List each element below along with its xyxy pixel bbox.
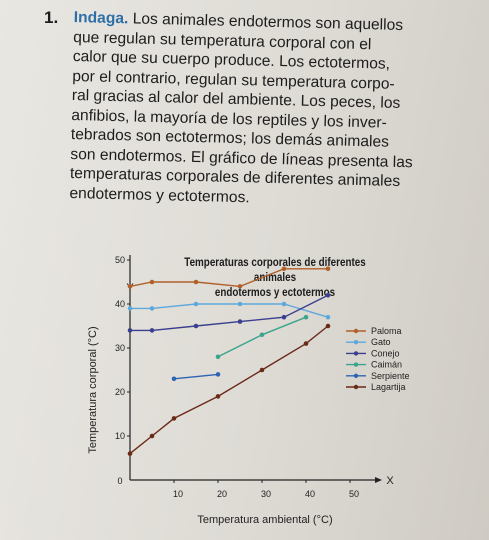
- legend-marker: [353, 340, 359, 345]
- chart-title-line-2: endotermos y ectotermos: [214, 285, 336, 299]
- legend-marker: [353, 351, 359, 356]
- series-line-gato: [130, 303, 329, 318]
- data-point-caimán: [259, 332, 265, 338]
- y-tick-label: 20: [115, 387, 125, 397]
- line-chart: Temperaturas corporales de diferentes an…: [80, 255, 440, 535]
- x-tick-label: 10: [173, 489, 183, 499]
- data-point-gato: [193, 301, 199, 307]
- data-point-lagartija: [171, 416, 177, 421]
- data-point-lagartija: [325, 323, 331, 329]
- exercise-keyword: Indaga.: [73, 8, 129, 28]
- data-point-lagartija: [149, 433, 155, 439]
- legend-label: Gato: [371, 337, 391, 347]
- x-tick-label: 30: [261, 489, 271, 499]
- series-line-conejo: [130, 294, 329, 332]
- data-point-lagartija: [215, 394, 221, 399]
- data-point-paloma: [281, 266, 287, 272]
- data-point-caimán: [303, 314, 309, 320]
- legend-label: Paloma: [371, 326, 402, 336]
- data-point-conejo: [281, 314, 287, 320]
- origin-tick-label: 0: [117, 476, 122, 486]
- x-axis-arrow: [375, 477, 382, 483]
- x-tick-label: 40: [305, 489, 315, 499]
- data-point-conejo: [237, 319, 243, 324]
- paragraph-line-10: endotermos y ectotermos.: [69, 184, 250, 206]
- data-point-conejo: [193, 323, 199, 329]
- data-point-gato: [127, 306, 133, 311]
- data-point-serpiente: [215, 372, 221, 377]
- data-point-gato: [281, 301, 287, 307]
- y-tick-label: 30: [115, 343, 125, 353]
- legend-marker: [353, 362, 359, 367]
- x-axis-letter: X: [386, 475, 394, 487]
- data-point-paloma: [193, 279, 199, 285]
- y-axis-label: Temperatura corporal (°C): [87, 326, 99, 453]
- y-tick-label: 50: [115, 255, 125, 265]
- chart-title: Temperaturas corporales de diferentes an…: [164, 255, 385, 300]
- y-tick-label: 40: [115, 299, 125, 309]
- series-line-paloma: [129, 268, 328, 288]
- data-point-lagartija: [303, 341, 309, 346]
- series-line-lagartija: [129, 325, 329, 455]
- data-point-gato: [149, 306, 155, 311]
- exercise-number: 1.: [44, 8, 59, 27]
- legend-marker: [353, 373, 359, 378]
- data-point-gato: [325, 314, 331, 320]
- x-tick-label: 50: [349, 489, 359, 499]
- data-point-gato: [237, 301, 243, 307]
- data-point-lagartija: [259, 367, 265, 373]
- data-point-caimán: [215, 354, 221, 360]
- data-point-paloma: [127, 284, 133, 289]
- data-point-conejo: [325, 292, 331, 298]
- x-tick-label: 20: [217, 489, 227, 499]
- data-point-paloma: [325, 266, 331, 272]
- data-point-paloma: [237, 284, 243, 289]
- data-point-conejo: [149, 328, 155, 333]
- y-tick-label: 10: [115, 431, 125, 441]
- chart-canvas: YX010203040501020304050Temperatura ambie…: [87, 255, 410, 526]
- data-point-serpiente: [171, 376, 177, 382]
- data-point-lagartija: [127, 451, 133, 456]
- legend-label: Caimán: [371, 360, 402, 370]
- x-axis-label: Temperatura ambiental (°C): [197, 514, 332, 526]
- data-point-paloma: [149, 279, 155, 285]
- legend-marker: [353, 384, 359, 390]
- legend-label: Conejo: [371, 348, 400, 358]
- chart-title-line-1: Temperaturas corporales de diferentes an…: [184, 255, 366, 284]
- exercise-paragraph: Indaga. Los animales endotermos son aque…: [69, 8, 472, 213]
- legend-label: Serpiente: [371, 371, 410, 381]
- legend-label: Lagartija: [371, 382, 406, 392]
- data-point-conejo: [127, 328, 133, 333]
- legend-marker: [353, 328, 359, 334]
- series-line-serpiente: [173, 373, 219, 380]
